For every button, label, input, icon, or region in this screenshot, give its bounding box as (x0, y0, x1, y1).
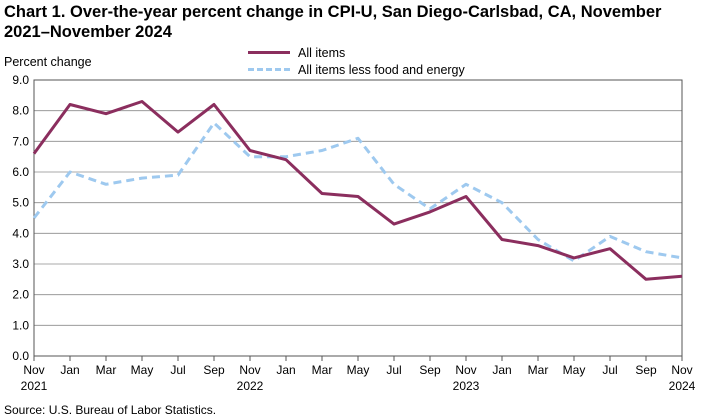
x-tick-label: Jul (602, 363, 617, 377)
x-tick-label: Nov (239, 363, 260, 377)
x-tick-label: Jul (386, 363, 401, 377)
x-tick-label: Sep (419, 363, 441, 377)
x-tick-year-label: 2024 (669, 379, 696, 393)
y-tick-label: 7.0 (12, 134, 29, 148)
x-tick-label: May (563, 363, 586, 377)
x-tick-label: Jan (276, 363, 295, 377)
x-tick-label: Nov (23, 363, 44, 377)
legend-label: All items (298, 45, 346, 60)
source-note: Source: U.S. Bureau of Labor Statistics. (4, 403, 217, 417)
legend-swatch-dashed (248, 68, 290, 71)
x-tick-label: Mar (96, 363, 117, 377)
series-line-all-items (32, 100, 683, 281)
x-tick-label: Jan (60, 363, 79, 377)
legend-item-all-items: All items (248, 44, 465, 61)
chart-legend: All items All items less food and energy (248, 44, 465, 78)
x-tick-label: Sep (635, 363, 657, 377)
chart-title-line2: 2021–November 2024 (4, 23, 172, 41)
legend-swatch-solid (248, 51, 290, 54)
y-tick-label: 2.0 (12, 288, 29, 302)
y-tick-label: 9.0 (12, 73, 29, 87)
plot-frame (33, 79, 683, 357)
y-axis-label: Percent change (4, 55, 92, 69)
y-tick-label: 0.0 (12, 349, 29, 363)
x-tick-year-label: 2021 (21, 379, 48, 393)
x-tick-label: May (131, 363, 154, 377)
legend-item-less-food-energy: All items less food and energy (248, 61, 465, 78)
y-tick-label: 8.0 (12, 104, 29, 118)
y-tick-label: 4.0 (12, 226, 29, 240)
x-tick-label: May (347, 363, 370, 377)
chart-title: Chart 1. Over-the-year percent change in… (4, 2, 702, 42)
y-tick-label: 5.0 (12, 196, 29, 210)
y-tick-label: 3.0 (12, 257, 29, 271)
y-tick-label: 6.0 (12, 165, 29, 179)
y-tick-label: 1.0 (12, 318, 29, 332)
x-tick-label: Nov (455, 363, 476, 377)
x-tick-label: Sep (203, 363, 225, 377)
x-tick-year-label: 2022 (237, 379, 264, 393)
x-tick-label: Jul (170, 363, 185, 377)
chart-title-line1: Chart 1. Over-the-year percent change in… (4, 3, 662, 21)
x-tick-label: Nov (671, 363, 692, 377)
legend-label: All items less food and energy (298, 62, 465, 77)
x-tick-label: Jan (492, 363, 511, 377)
series-line-less-food-energy (32, 121, 683, 263)
x-tick-year-label: 2023 (453, 379, 480, 393)
x-tick-label: Mar (312, 363, 333, 377)
x-tick-label: Mar (528, 363, 549, 377)
